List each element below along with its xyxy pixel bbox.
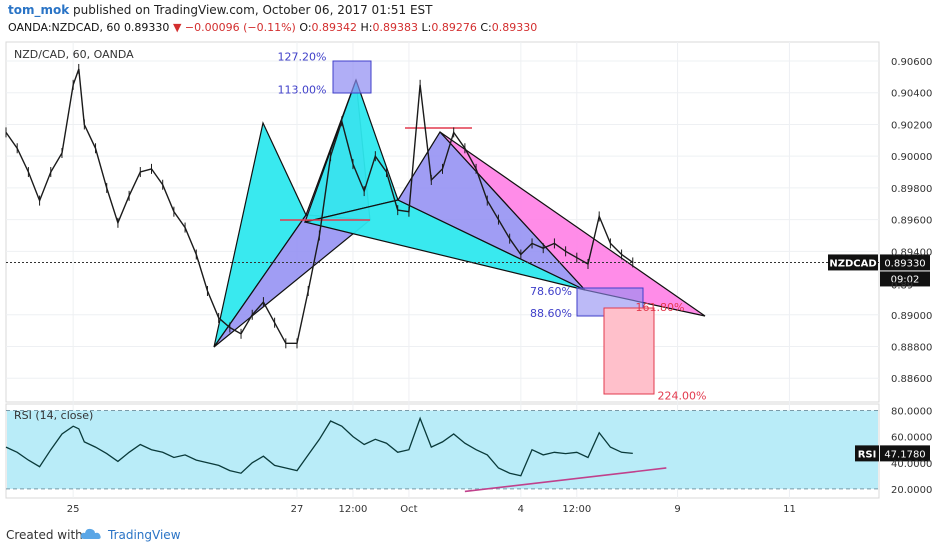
fib-label: 88.60% — [530, 307, 572, 320]
rsi-pane-title: RSI (14, close) — [14, 409, 93, 422]
close-value: 0.89330 — [491, 21, 538, 34]
symbol-tag-bg — [828, 254, 878, 271]
price-tick-label: 0.88600 — [891, 374, 932, 385]
low-label: L: — [421, 21, 432, 34]
price-tick-label: 0.90200 — [891, 120, 932, 131]
high-label: H: — [360, 21, 373, 34]
rsi-tick-label: 20.0000 — [891, 485, 932, 496]
open-value: 0.89342 — [311, 21, 358, 34]
chart-header: tom_mok published on TradingView.com, Oc… — [0, 0, 932, 40]
price-tick-label: 0.90400 — [891, 89, 932, 100]
close-label: C: — [480, 21, 492, 34]
rsi-tick-label: 80.0000 — [891, 407, 932, 418]
countdown-tag: 09:02 — [891, 274, 920, 285]
fib-label: 224.00% — [658, 390, 707, 403]
rsi-tick-label: 60.0000 — [891, 433, 932, 444]
chart-canvas[interactable]: NZDCAD 0.89330 09:02 127.20% 113.00% 78.60% 88… — [0, 0, 932, 520]
price-pane-title: NZD/CAD, 60, OANDA — [14, 48, 134, 61]
chart-labels: NZDCAD 0.89330 09:02 127.20% 113.00% 78.60% 88… — [6, 48, 930, 462]
symbol-tag: NZDCAD — [829, 258, 876, 269]
open-label: O: — [299, 21, 312, 34]
rsi-tag-bg — [855, 445, 879, 462]
rsi-value-tag-bg — [880, 445, 930, 462]
ohlc-line: OANDA:NZDCAD, 60 0.89330 ▼ −0.00096 (−0.… — [8, 21, 537, 34]
time-tick-label: 25 — [67, 504, 80, 515]
price-change: −0.00096 (−0.11%) — [184, 21, 296, 34]
target-box — [603, 307, 655, 395]
rsi-tag: RSI — [858, 449, 877, 460]
pattern-2-cd — [439, 131, 706, 317]
fib-label: 127.20% — [278, 50, 327, 63]
down-arrow-icon: ▼ — [172, 21, 182, 34]
fib-box-top — [332, 60, 372, 94]
price-tick-label: 0.90000 — [891, 152, 932, 163]
fib-label: 161.80% — [636, 301, 685, 314]
time-tick-label: 27 — [291, 504, 304, 515]
last-price: 0.89330 — [123, 21, 170, 34]
author-link[interactable]: tom_mok — [8, 3, 70, 17]
created-with-text: Created with — [6, 528, 83, 542]
published-text: published on TradingView.com, October 06… — [73, 3, 433, 17]
fib-zones — [280, 60, 655, 395]
countdown-tag-bg — [880, 271, 930, 287]
time-tick-label: 9 — [674, 504, 680, 515]
time-tick-label: 11 — [783, 504, 796, 515]
price-series — [5, 63, 634, 349]
low-value: 0.89276 — [431, 21, 477, 34]
rsi-trendline — [464, 467, 667, 493]
tradingview-link[interactable]: TradingView — [108, 528, 181, 542]
price-line — [5, 68, 634, 344]
rsi-tick-label: 40.0000 — [891, 459, 932, 470]
rsi-band — [6, 410, 879, 490]
symbol-exchange: OANDA:NZDCAD, 60 — [8, 21, 121, 34]
last-price-tag-bg — [880, 254, 930, 271]
time-tick-label: Oct — [400, 504, 417, 515]
footer: Created with TradingView — [0, 520, 932, 550]
price-tick-label: 0.89600 — [891, 216, 932, 227]
time-tick-label: 12:00 — [339, 504, 368, 515]
bat-pattern-2[interactable] — [304, 78, 706, 317]
axes: 0.906000.904000.902000.900000.898000.896… — [67, 57, 932, 515]
price-tick-label-partial: 0.89 — [891, 281, 913, 292]
price-tick-label: 0.89400 — [891, 247, 932, 258]
rsi-value-tag: 47.1780 — [884, 449, 925, 460]
rsi-line — [5, 416, 633, 477]
tradingview-cloud-icon — [80, 528, 101, 539]
rsi-band-fill — [7, 410, 878, 489]
price-tick-label: 0.89800 — [891, 184, 932, 195]
publish-line: tom_mok published on TradingView.com, Oc… — [8, 3, 432, 17]
price-tick-label: 0.88800 — [891, 342, 932, 353]
time-tick-label: 4 — [518, 504, 524, 515]
fib-label: 78.60% — [530, 285, 572, 298]
grid — [6, 42, 879, 498]
price-tick-label: 0.90600 — [891, 57, 932, 68]
high-value: 0.89383 — [372, 21, 419, 34]
price-tick-label: 0.89000 — [891, 311, 932, 322]
fib-label: 113.00% — [278, 84, 327, 97]
last-price-tag: 0.89330 — [884, 258, 925, 269]
time-tick-label: 12:00 — [562, 504, 591, 515]
rsi-series — [5, 416, 667, 493]
